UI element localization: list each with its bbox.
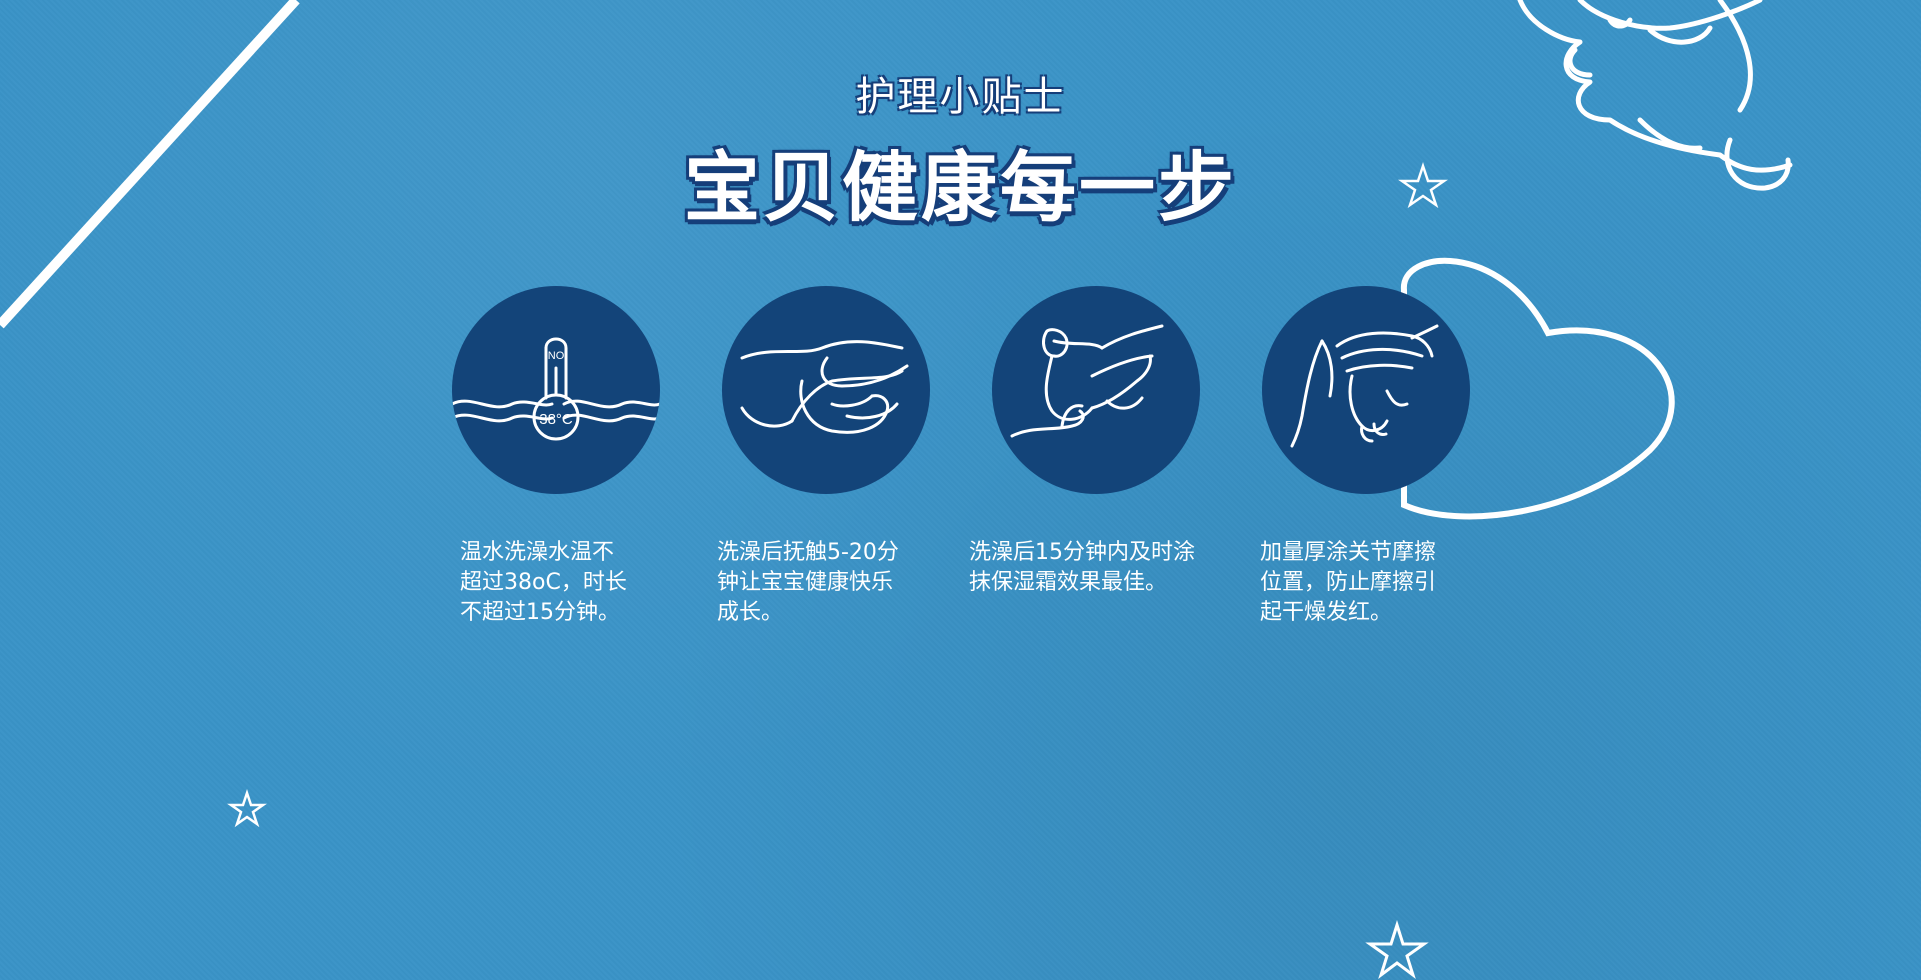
star-icon [1397, 162, 1449, 209]
cartoon-character-outline-icon [1517, 0, 1793, 191]
diagonal-stripe [0, 0, 300, 329]
thermometer-temp-label: 38°C [539, 411, 573, 428]
section-title: 宝贝健康每一步 [684, 143, 1237, 232]
tip-icon-circle [992, 286, 1200, 494]
star-icon [1365, 920, 1429, 980]
star-icon [227, 789, 267, 828]
hands-applying-cream-icon [1010, 324, 1164, 438]
hands-stroking-baby-icon [740, 340, 909, 434]
tip-icon-circle [1262, 286, 1470, 494]
hand-holding-baby-foot-icon [1290, 324, 1439, 448]
tip-text: 洗澡后抚触5-20分 钟让宝宝健康快乐 成长。 [717, 540, 899, 625]
thermometer-water-icon: NO 38°C [452, 337, 660, 441]
heart-outline-icon [1400, 257, 1675, 520]
tip-text: 温水洗澡水温不 超过38oC，时长 不超过15分钟。 [460, 540, 627, 625]
tip-icon-circle [722, 286, 930, 494]
thermometer-top-label: NO [548, 350, 565, 362]
section-subtitle: 护理小贴士 [855, 74, 1066, 120]
tip-text: 加量厚涂关节摩擦 位置，防止摩擦引 起干燥发红。 [1260, 540, 1437, 625]
tip-icon-circle: NO 38°C [452, 286, 660, 494]
tip-text: 洗澡后15分钟内及时涂 抹保湿霜效果最佳。 [969, 540, 1195, 595]
